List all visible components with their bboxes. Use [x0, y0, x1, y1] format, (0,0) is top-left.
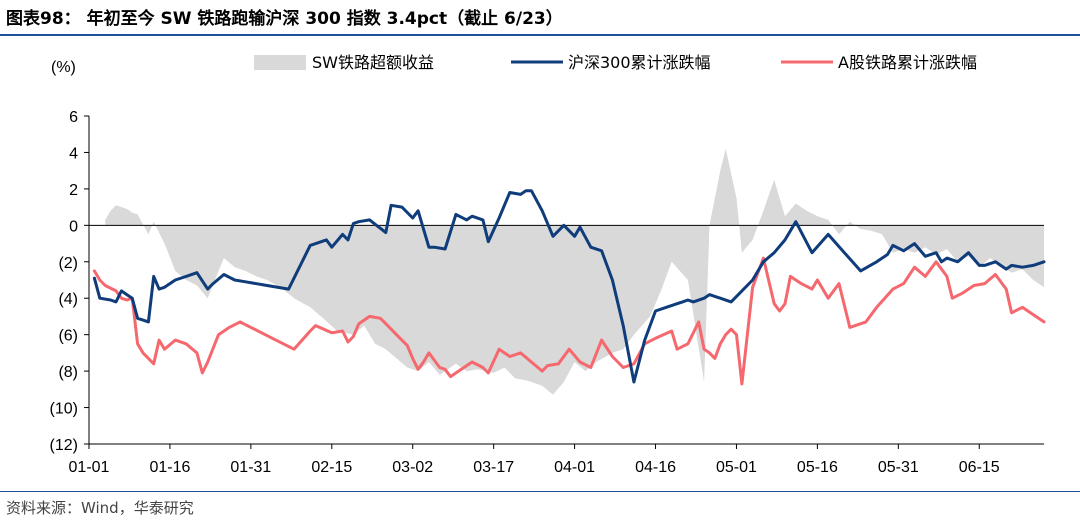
title-divider	[0, 34, 1080, 36]
y-tick-label: 4	[69, 145, 78, 162]
x-tick-label: 03-02	[392, 459, 433, 476]
y-tick-label: (12)	[50, 437, 78, 454]
legend: SW铁路超额收益 沪深300累计涨跌幅 A股铁路累计涨跌幅	[254, 53, 977, 72]
y-tick-label: (4)	[58, 291, 78, 308]
footer-divider	[0, 491, 1080, 492]
y-tick-label: 6	[69, 109, 78, 126]
y-tick-label: (6)	[58, 328, 78, 345]
x-tick-label: 04-01	[554, 459, 595, 476]
x-tick-label: 04-16	[635, 459, 676, 476]
chart-svg: SW铁路超额收益 沪深300累计涨跌幅 A股铁路累计涨跌幅 (%) 6 4 2 0 (2) (…	[50, 53, 1046, 476]
chart-title: 图表98： 年初至今 SW 铁路跑输沪深 300 指数 3.4pct（截止 6/…	[6, 9, 563, 29]
y-tick-label: (2)	[58, 255, 78, 272]
legend-label-excess-return: SW铁路超额收益	[312, 53, 434, 72]
series-line-a-share-railway	[92, 256, 1046, 386]
legend-label-hs300: 沪深300累计涨跌幅	[568, 53, 711, 72]
axes-layer: 6 4 2 0 (2) (4) (6) (8) (10) (12) 01-01 01-16 01-31 0…	[50, 109, 1044, 476]
y-tick-label: (8)	[58, 364, 78, 381]
x-tick-label: 05-31	[878, 459, 919, 476]
x-tick-label: 03-17	[473, 459, 514, 476]
x-tick-label: 01-31	[230, 459, 271, 476]
y-tick-label: 2	[69, 182, 78, 199]
legend-label-a-share-railway: A股铁路累计涨跌幅	[838, 53, 977, 72]
x-tick-label: 01-16	[149, 459, 190, 476]
line-layer	[92, 189, 1046, 386]
x-tick-label: 02-15	[311, 459, 352, 476]
y-tick-label: 0	[69, 218, 78, 235]
x-tick-label: 01-01	[69, 459, 110, 476]
y-axis-unit-label: (%)	[51, 59, 76, 76]
series-area-excess-return	[105, 148, 1044, 395]
x-tick-label: 05-16	[797, 459, 838, 476]
x-tick-label: 06-15	[959, 459, 1000, 476]
source-note: 资料来源：Wind，华泰研究	[6, 499, 194, 517]
x-tick-label: 05-01	[716, 459, 757, 476]
legend-swatch-excess-return	[254, 55, 306, 70]
series-line-hs300	[92, 189, 1046, 384]
y-tick-label: (10)	[50, 401, 78, 418]
area-layer	[105, 148, 1044, 395]
